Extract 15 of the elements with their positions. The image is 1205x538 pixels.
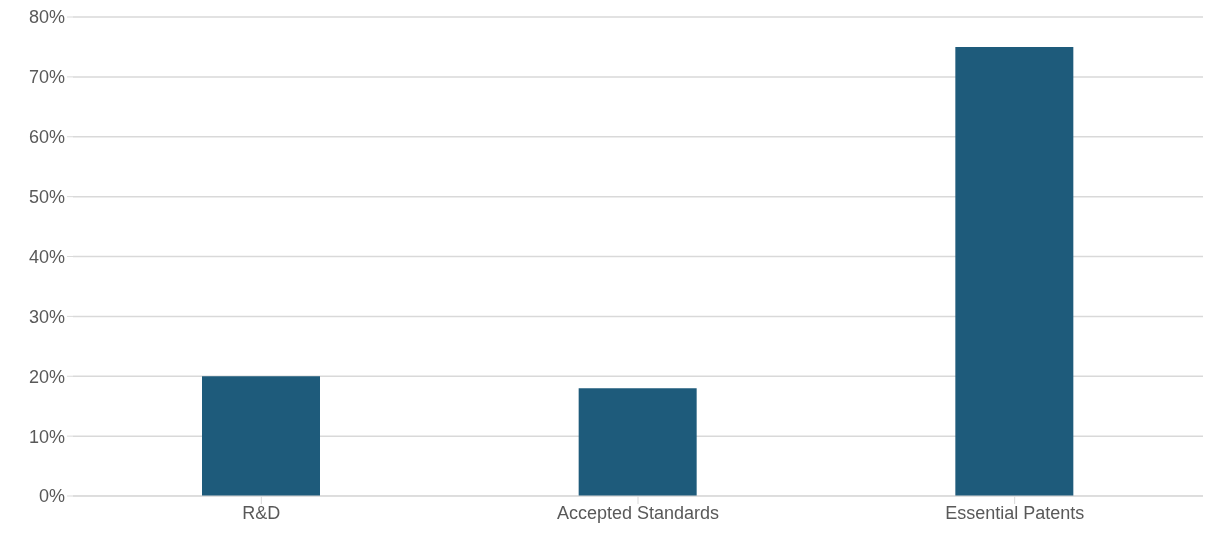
- y-tick-label: 80%: [28, 7, 65, 28]
- bar: [578, 388, 697, 496]
- x-tick-label: Essential Patents: [945, 502, 1085, 523]
- bar: [202, 376, 320, 496]
- y-tick-label: 60%: [28, 127, 65, 148]
- y-tick-label: 10%: [28, 426, 65, 447]
- y-tick-label: 40%: [28, 246, 65, 267]
- y-tick-label: 50%: [28, 187, 65, 208]
- y-tick-label: 0%: [38, 486, 65, 507]
- y-tick-label: 70%: [28, 67, 65, 88]
- bar: [955, 46, 1074, 496]
- y-tick-label: 20%: [28, 366, 65, 387]
- x-tick-label: R&D: [242, 502, 281, 523]
- x-tick-label: Accepted Standards: [556, 502, 720, 523]
- y-tick-label: 30%: [28, 306, 65, 327]
